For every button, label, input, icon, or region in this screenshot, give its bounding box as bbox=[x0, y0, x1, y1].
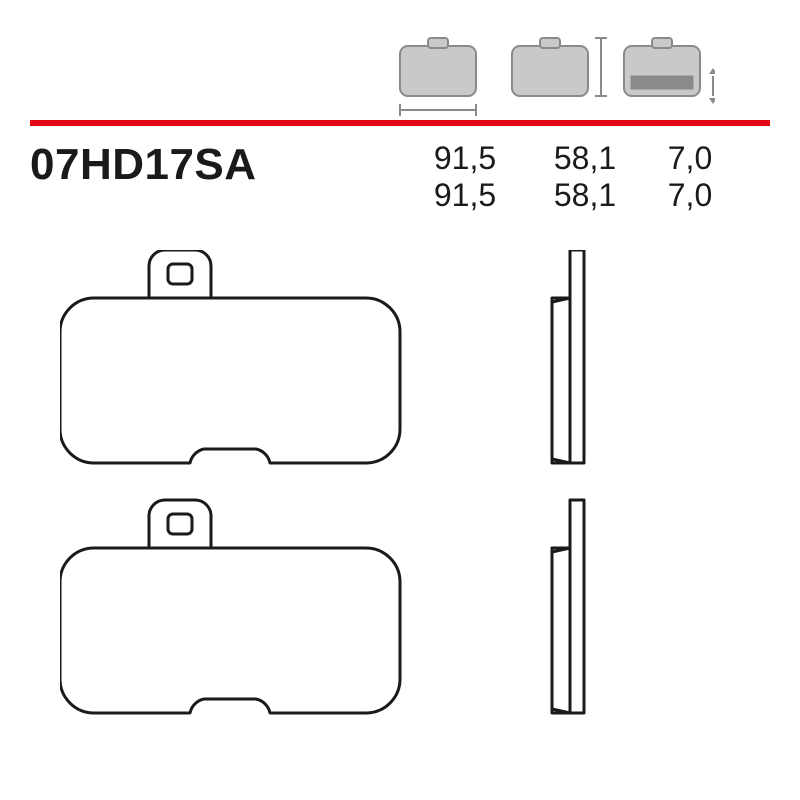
width-icon bbox=[400, 38, 476, 116]
dimension-col-height: 58,1 58,1 bbox=[530, 140, 640, 214]
pad-side-2 bbox=[552, 500, 584, 713]
technical-drawing bbox=[60, 250, 740, 770]
page: 07HD17SA 91,5 91,5 58,1 58,1 7,0 7,0 bbox=[0, 0, 800, 800]
pad-front-2 bbox=[60, 500, 400, 713]
dim-thick-row1: 7,0 bbox=[650, 140, 730, 177]
dim-width-row1: 91,5 bbox=[410, 140, 520, 177]
dimension-col-width: 91,5 91,5 bbox=[410, 140, 520, 214]
dimension-col-thickness: 7,0 7,0 bbox=[650, 140, 730, 214]
dimension-icon-row bbox=[395, 28, 705, 113]
part-number: 07HD17SA bbox=[30, 140, 257, 190]
pad-side-1 bbox=[552, 250, 584, 463]
thickness-icon bbox=[624, 38, 715, 104]
pad-front-1 bbox=[60, 250, 400, 463]
dim-width-row2: 91,5 bbox=[410, 177, 520, 214]
red-divider bbox=[30, 120, 770, 126]
pad-drawing-svg bbox=[60, 250, 740, 770]
dim-thick-row2: 7,0 bbox=[650, 177, 730, 214]
height-icon bbox=[512, 38, 607, 96]
dim-height-row2: 58,1 bbox=[530, 177, 640, 214]
dimension-icons-svg bbox=[395, 28, 715, 118]
dim-height-row1: 58,1 bbox=[530, 140, 640, 177]
